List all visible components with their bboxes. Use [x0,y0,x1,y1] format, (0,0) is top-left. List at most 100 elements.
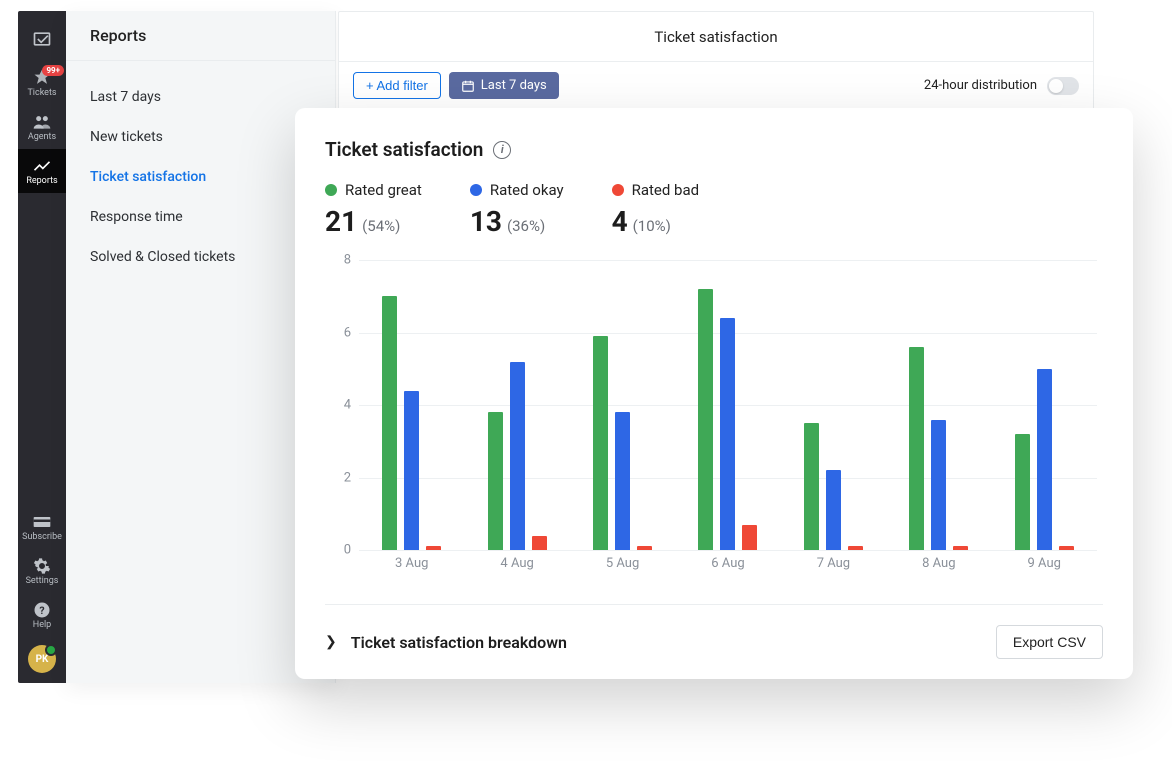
x-axis-label: 9 Aug [992,556,1097,580]
avatar[interactable]: PK [28,645,56,673]
x-axis-label: 8 Aug [886,556,991,580]
rail-item-tickets[interactable]: 99+ Tickets [18,61,66,105]
rail-label: Tickets [27,88,56,98]
legend-item: Rated bad4 (10%) [612,181,700,238]
calendar-icon [461,79,475,93]
subnav-title: Reports [66,11,335,61]
main-panel: Ticket satisfaction + Add filter Last 7 … [338,11,1094,111]
subnav-item[interactable]: Last 7 days [66,77,335,117]
bar-great [488,412,503,550]
rail-label: Subscribe [22,532,62,542]
bar-group [992,260,1097,550]
rail-label: Help [33,620,51,630]
satisfaction-card: Ticket satisfaction i Rated great 21 (54%)… [295,108,1133,679]
rail-item-help[interactable]: ? Help [18,593,66,637]
bar-group [781,260,886,550]
legend-value: 4 [612,205,628,238]
filter-row: + Add filter Last 7 days 24-hour distrib… [339,62,1093,110]
bar-great [698,289,713,550]
rail-label: Reports [26,176,57,186]
date-chip-label: Last 7 days [481,78,547,93]
bar-great [804,423,819,550]
legend-dot [325,184,337,196]
help-icon: ? [32,600,52,620]
rail-item-subscribe[interactable]: Subscribe [18,505,66,549]
breakdown-toggle[interactable]: ❯ Ticket satisfaction breakdown [325,633,567,652]
x-axis-label: 3 Aug [359,556,464,580]
bar-group [675,260,780,550]
export-csv-button[interactable]: Export CSV [996,625,1103,659]
legend-pct: (10%) [633,217,671,235]
card-icon [32,512,52,532]
bar-group [886,260,991,550]
legend-pct: (54%) [362,217,400,235]
bar-bad [532,536,547,551]
svg-text:?: ? [39,604,44,617]
bar-okay [615,412,630,550]
distribution-toggle[interactable] [1047,77,1079,95]
bar-okay [931,420,946,551]
satisfaction-chart: 02468 3 Aug4 Aug5 Aug6 Aug7 Aug8 Aug9 Au… [329,260,1097,580]
date-range-chip[interactable]: Last 7 days [449,72,559,99]
bar-bad [848,546,863,550]
bar-great [909,347,924,550]
avatar-initials: PK [36,654,49,665]
bar-bad [426,546,441,550]
distribution-toggle-row: 24-hour distribution [924,77,1079,95]
bar-group [359,260,464,550]
toggle-label: 24-hour distribution [924,78,1037,93]
legend-item: Rated great 21 (54%) [325,181,422,238]
legend-item: Rated okay 13 (36%) [470,181,564,238]
rail-item-agents[interactable]: Agents [18,105,66,149]
x-axis-label: 7 Aug [781,556,886,580]
bar-okay [510,362,525,551]
y-axis-label: 6 [329,325,351,340]
legend-row: Rated great21(54%)Rated okay13(36%)Rated… [325,181,1103,238]
bar-group [570,260,675,550]
bar-bad [1059,546,1074,550]
chevron-right-icon: ❯ [325,634,337,650]
bar-great [1015,434,1030,550]
bar-okay [720,318,735,550]
legend-label: Rated okay [490,181,564,199]
nav-rail: 99+ Tickets Agents Reports Subscribe Set… [18,11,66,683]
inbox-icon [32,29,52,49]
y-axis-label: 4 [329,398,351,413]
x-axis-label: 4 Aug [464,556,569,580]
legend-dot [470,184,482,196]
legend-dot [612,184,624,196]
legend-value: 21 [325,205,357,238]
gridline [359,550,1097,551]
bar-okay [1037,369,1052,550]
info-icon[interactable]: i [493,141,511,159]
x-axis-label: 5 Aug [570,556,675,580]
bar-bad [742,525,757,550]
y-axis-label: 8 [329,253,351,268]
page-title: Ticket satisfaction [339,12,1093,62]
bar-great [593,336,608,550]
rail-item-inbox[interactable] [18,17,66,61]
legend-pct: (36%) [507,217,545,235]
bar-group [464,260,569,550]
tickets-badge: 99+ [42,65,64,76]
bar-bad [953,546,968,550]
rail-label: Agents [28,132,56,142]
breakdown-label: Ticket satisfaction breakdown [351,633,567,652]
legend-label: Rated bad [632,181,700,199]
bar-great [382,296,397,550]
rail-item-settings[interactable]: Settings [18,549,66,593]
rail-item-reports[interactable]: Reports [18,149,66,193]
bar-bad [637,546,652,550]
y-axis-label: 2 [329,470,351,485]
reports-icon [32,156,52,176]
legend-value: 13 [470,205,502,238]
bar-okay [404,391,419,551]
agents-icon [32,112,52,132]
rail-label: Settings [26,576,59,586]
add-filter-button[interactable]: + Add filter [353,72,441,99]
bar-okay [826,470,841,550]
gear-icon [32,556,52,576]
x-axis-label: 6 Aug [675,556,780,580]
card-title: Ticket satisfaction [325,138,483,161]
legend-label: Rated great [345,181,422,199]
